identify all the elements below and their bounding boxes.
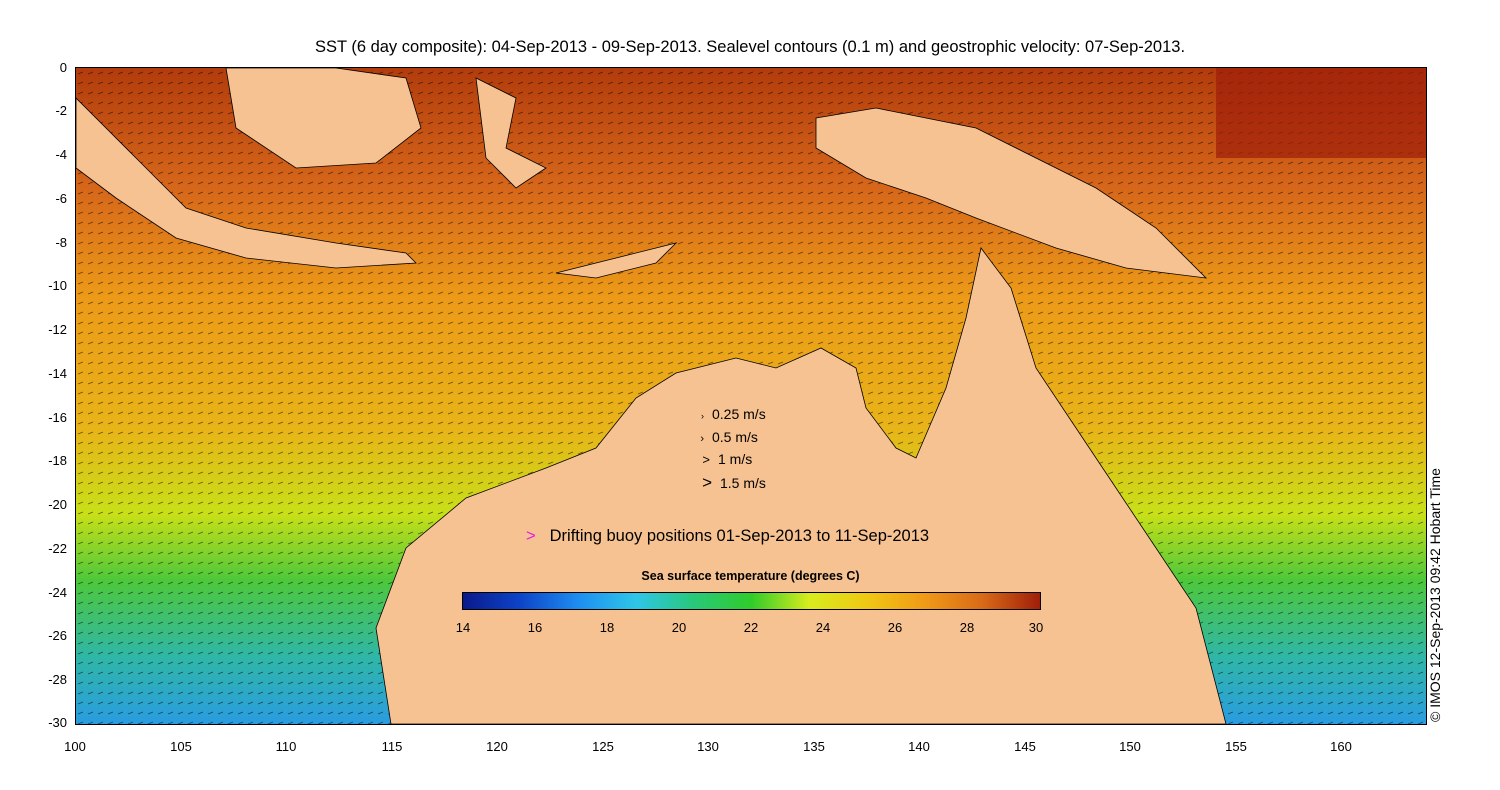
y-tick-label: -14 <box>48 366 67 381</box>
sulawesi <box>475 77 547 189</box>
velocity-arrow-icon: › <box>700 433 704 445</box>
colorbar-tick: 18 <box>599 620 615 635</box>
y-tick-label: -20 <box>48 497 67 512</box>
x-tick-label: 125 <box>592 739 614 754</box>
buoy-marker-icon: > <box>526 527 536 545</box>
y-tick-label: -24 <box>48 585 67 600</box>
y-tick-label: -2 <box>55 103 67 118</box>
y-tick-label: -4 <box>55 147 67 162</box>
credit-text: © IMOS 12-Sep-2013 09:42 Hobart Time <box>1427 468 1443 722</box>
y-tick-label: -8 <box>55 235 67 250</box>
map-title: SST (6 day composite): 04-Sep-2013 - 09-… <box>314 38 1186 56</box>
x-tick-label: 115 <box>381 739 403 754</box>
colorbar-tick: 26 <box>887 620 903 635</box>
colorbar-tick: 22 <box>743 620 759 635</box>
y-tick-label: -18 <box>48 453 67 468</box>
x-tick-label: 140 <box>908 739 930 754</box>
y-tick-label: -28 <box>48 672 67 687</box>
velocity-legend-item: › 0.5 m/s <box>678 429 758 445</box>
y-tick-label: -10 <box>48 278 67 293</box>
colorbar-tick: 30 <box>1028 620 1044 635</box>
x-tick-label: 160 <box>1330 739 1352 754</box>
warm-pool <box>1216 68 1426 158</box>
colorbar-title: Sea surface temperature (degrees C) <box>641 569 860 583</box>
x-tick-label: 100 <box>64 739 86 754</box>
y-tick-label: 0 <box>59 60 67 75</box>
x-tick-label: 130 <box>697 739 719 754</box>
x-tick-label: 150 <box>1119 739 1141 754</box>
velocity-legend-item: >1.5 m/s <box>686 473 766 493</box>
colorbar-tick: 20 <box>671 620 687 635</box>
sumatra-java <box>76 97 417 269</box>
colorbar <box>462 592 1041 610</box>
x-tick-label: 120 <box>486 739 508 754</box>
y-tick-label: -22 <box>48 541 67 556</box>
buoy-legend: > Drifting buoy positions 01-Sep-2013 to … <box>526 527 929 546</box>
x-tick-label: 135 <box>803 739 825 754</box>
x-tick-label: 105 <box>170 739 192 754</box>
borneo <box>225 68 422 169</box>
velocity-arrow-icon: › <box>701 411 704 421</box>
x-tick-label: 110 <box>275 739 297 754</box>
x-tick-label: 145 <box>1014 739 1036 754</box>
x-tick-label: 155 <box>1225 739 1247 754</box>
y-tick-label: -30 <box>48 715 67 730</box>
velocity-legend-label: 0.5 m/s <box>712 429 758 445</box>
velocity-legend-label: 0.25 m/s <box>712 406 766 422</box>
new-guinea <box>815 107 1208 279</box>
y-tick-label: -26 <box>48 628 67 643</box>
velocity-legend-label: 1 m/s <box>718 451 753 467</box>
y-tick-label: -6 <box>55 191 67 206</box>
colorbar-tick: 24 <box>815 620 831 635</box>
colorbar-tick: 16 <box>527 620 543 635</box>
velocity-arrow-icon: > <box>702 473 712 492</box>
y-tick-label: -16 <box>48 410 67 425</box>
velocity-legend-label: 1.5 m/s <box>720 475 766 491</box>
colorbar-tick: 28 <box>959 620 975 635</box>
velocity-legend-item: >1 m/s <box>684 451 752 467</box>
colorbar-tick: 14 <box>455 620 471 635</box>
velocity-legend-item: › 0.25 m/s <box>678 406 766 422</box>
y-tick-label: -12 <box>48 322 67 337</box>
timor <box>555 242 678 279</box>
buoy-legend-label: Drifting buoy positions 01-Sep-2013 to 1… <box>549 527 930 545</box>
velocity-arrow-icon: > <box>702 452 710 467</box>
